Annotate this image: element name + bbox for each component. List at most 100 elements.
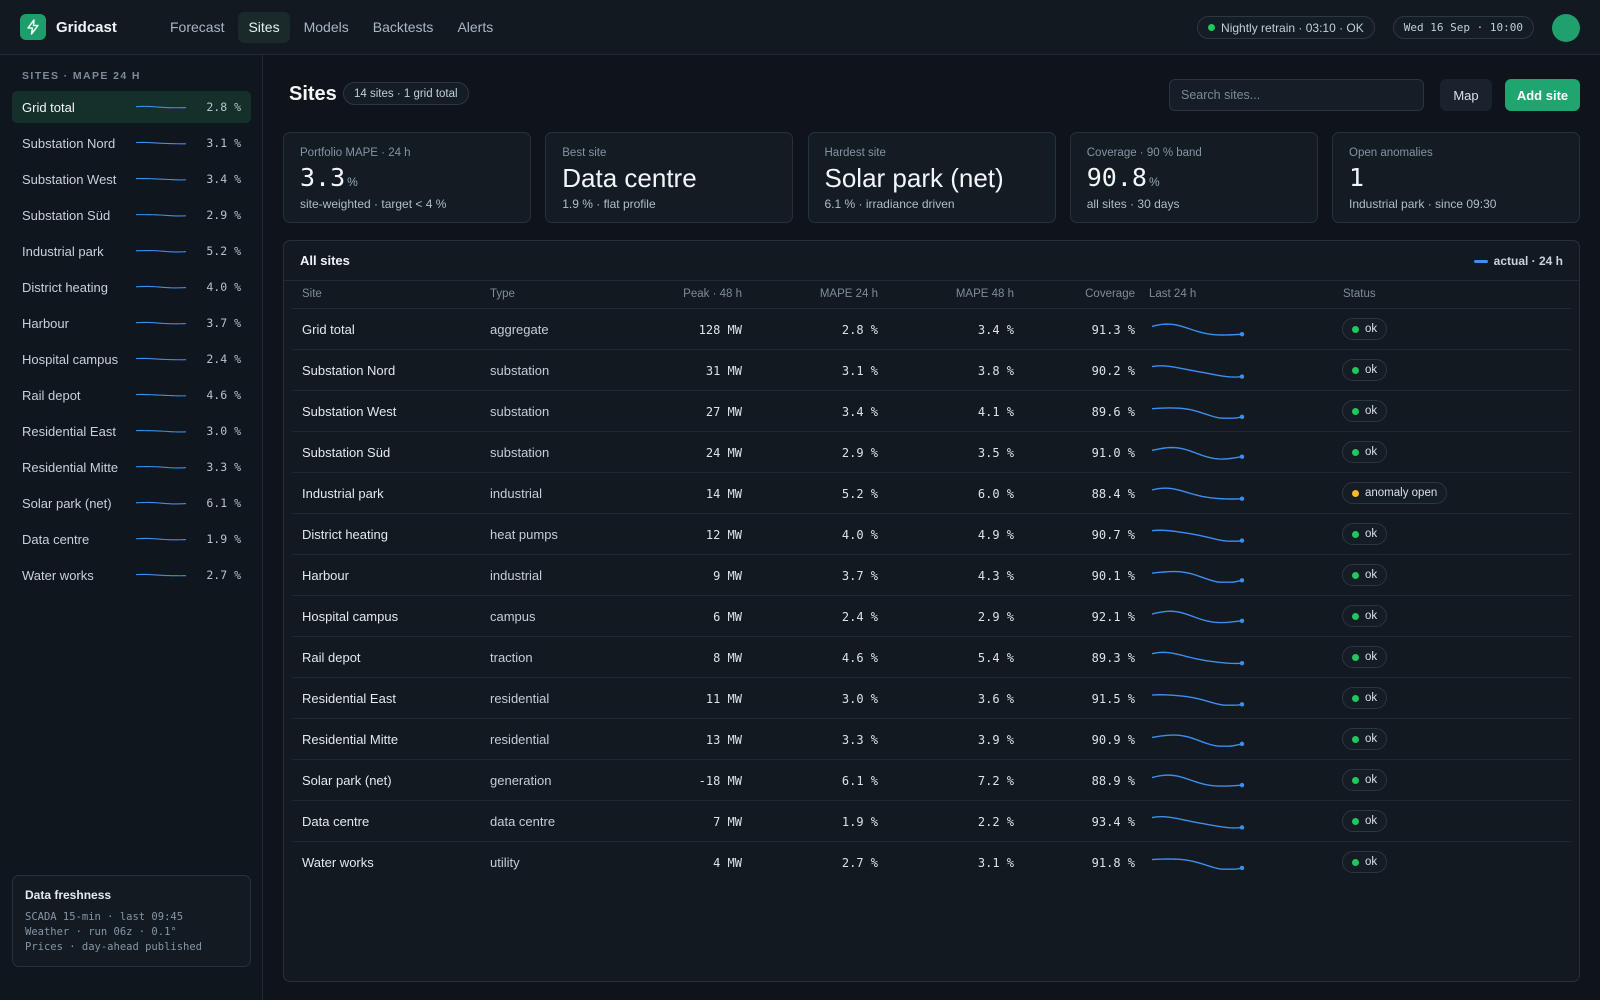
cell-mape24: 1.9 % — [841, 815, 878, 829]
cell-site[interactable]: Substation West — [302, 404, 397, 419]
sidebar-site-mape: 3.1 % — [206, 136, 241, 150]
cell-site[interactable]: Water works — [302, 855, 374, 870]
table-row[interactable]: Rail depot traction 8 MW 4.6 % 5.4 % 89.3 % ok — [292, 637, 1571, 678]
kpi-value: Data centre — [562, 163, 697, 193]
row-sparkline-end-dot — [1239, 865, 1245, 871]
cell-site[interactable]: Residential Mitte — [302, 732, 399, 747]
cell-mape48: 3.4 % — [977, 323, 1014, 337]
col-mape48[interactable]: MAPE 48 h — [955, 288, 1014, 300]
cell-site[interactable]: Grid total — [302, 322, 355, 337]
top-bar: Gridcast Forecast Sites Models Backtests… — [0, 0, 1600, 55]
sidebar-site-item[interactable]: Water works 2.7 % — [12, 559, 251, 591]
status-badge[interactable]: ok — [1342, 564, 1388, 586]
cell-site[interactable]: Rail depot — [302, 650, 361, 665]
status-badge[interactable]: ok — [1342, 523, 1388, 545]
nav-backtests[interactable]: Backtests — [372, 19, 434, 35]
sidebar-site-item[interactable]: Harbour 3.7 % — [12, 307, 251, 339]
sidebar-site-name: Harbour — [22, 315, 69, 331]
add-site-button[interactable]: Add site — [1505, 79, 1580, 111]
row-sparkline — [1151, 446, 1245, 460]
cell-type: substation — [490, 445, 550, 460]
status-dot-icon — [1352, 612, 1359, 620]
col-site[interactable]: Site — [302, 288, 322, 300]
table-row[interactable]: Substation West substation 27 MW 3.4 % 4.1 %… — [292, 391, 1571, 432]
table-row[interactable]: Industrial park industrial 14 MW 5.2 % 6.0 %… — [292, 473, 1571, 514]
status-badge[interactable]: ok — [1342, 851, 1388, 873]
avatar[interactable] — [1552, 13, 1580, 42]
table-row[interactable]: Residential Mitte residential 13 MW 3.3 % 3.… — [292, 719, 1571, 760]
cell-site[interactable]: Substation Nord — [302, 363, 396, 378]
table-row[interactable]: Residential East residential 11 MW 3.0 % 3.6… — [292, 678, 1571, 719]
sidebar-site-item[interactable]: Residential Mitte 3.3 % — [12, 451, 251, 483]
map-button[interactable]: Map — [1440, 79, 1492, 111]
sidebar-site-item[interactable]: Substation West 3.4 % — [12, 163, 251, 195]
table-row[interactable]: Hospital campus campus 6 MW 2.4 % 2.9 % 92.1 … — [292, 596, 1571, 637]
status-dot-icon — [1352, 735, 1359, 743]
cell-site[interactable]: Hospital campus — [302, 609, 399, 624]
sidebar-site-item[interactable]: Hospital campus 2.4 % — [12, 343, 251, 375]
table-row[interactable]: Grid total aggregate 128 MW 2.8 % 3.4 % 91.3 … — [292, 309, 1571, 350]
nav-sites[interactable]: Sites — [238, 11, 290, 43]
cell-site[interactable]: Substation Süd — [302, 445, 391, 460]
col-peak[interactable]: Peak · 48 h — [683, 288, 742, 300]
cell-site[interactable]: District heating — [302, 527, 388, 542]
status-text: ok — [1365, 446, 1378, 458]
cell-site[interactable]: Residential East — [302, 691, 396, 706]
cell-site[interactable]: Solar park (net) — [302, 773, 392, 788]
status-dot-icon — [1352, 530, 1359, 538]
sidebar-site-item[interactable]: Solar park (net) 6.1 % — [12, 487, 251, 519]
cell-mape48: 2.2 % — [977, 815, 1014, 829]
col-type[interactable]: Type — [490, 288, 515, 300]
status-badge[interactable]: anomaly open — [1342, 482, 1448, 504]
sidebar-sparkline — [135, 285, 187, 289]
table-row[interactable]: Harbour industrial 9 MW 3.7 % 4.3 % 90.1 % ok — [292, 555, 1571, 596]
status-badge[interactable]: ok — [1342, 400, 1388, 422]
status-badge[interactable]: ok — [1342, 728, 1388, 750]
status-badge[interactable]: ok — [1342, 441, 1388, 463]
search-input[interactable] — [1169, 79, 1424, 111]
freshness-line: SCADA 15-min · last 09:45 — [25, 911, 184, 923]
sidebar-site-item[interactable]: Substation Nord 3.1 % — [12, 127, 251, 159]
sidebar-site-item[interactable]: Industrial park 5.2 % — [12, 235, 251, 267]
retrain-status-pill[interactable]: Nightly retrain · 03:10 · OK — [1197, 16, 1375, 39]
status-badge[interactable]: ok — [1342, 318, 1388, 340]
row-sparkline-path — [1151, 815, 1243, 829]
table-row[interactable]: Substation Nord substation 31 MW 3.1 % 3.8 %… — [292, 350, 1571, 391]
status-badge[interactable]: ok — [1342, 810, 1388, 832]
col-coverage[interactable]: Coverage — [1085, 288, 1135, 300]
sidebar-sparkline-path — [135, 141, 187, 145]
cell-site[interactable]: Harbour — [302, 568, 349, 583]
nav-models[interactable]: Models — [303, 19, 349, 35]
cell-site[interactable]: Data centre — [302, 814, 370, 829]
status-badge[interactable]: ok — [1342, 605, 1388, 627]
sidebar-site-item[interactable]: Rail depot 4.6 % — [12, 379, 251, 411]
status-badge[interactable]: ok — [1342, 769, 1388, 791]
table-row[interactable]: District heating heat pumps 12 MW 4.0 % 4.9 … — [292, 514, 1571, 555]
sidebar-site-item[interactable]: District heating 4.0 % — [12, 271, 251, 303]
cell-type: heat pumps — [490, 527, 558, 542]
sidebar-site-item[interactable]: Data centre 1.9 % — [12, 523, 251, 555]
status-text: ok — [1365, 774, 1378, 786]
brand[interactable]: Gridcast — [20, 14, 140, 40]
table-row[interactable]: Substation Süd substation 24 MW 2.9 % 3.5 % 9… — [292, 432, 1571, 473]
sidebar-site-item[interactable]: Grid total 2.8 % — [12, 91, 251, 123]
sidebar-site-mape: 3.4 % — [206, 172, 241, 186]
status-dot-icon — [1352, 817, 1359, 825]
nav-forecast[interactable]: Forecast — [170, 19, 225, 35]
cell-type: residential — [490, 691, 550, 706]
col-mape24[interactable]: MAPE 24 h — [819, 288, 878, 300]
status-badge[interactable]: ok — [1342, 646, 1388, 668]
table-row[interactable]: Water works utility 4 MW 2.7 % 3.1 % 91.8 % ok — [292, 842, 1571, 883]
status-badge[interactable]: ok — [1342, 359, 1388, 381]
sidebar-site-item[interactable]: Substation Süd 2.9 % — [12, 199, 251, 231]
sidebar-site-mape: 3.0 % — [206, 424, 241, 438]
table-row[interactable]: Solar park (net) generation -18 MW 6.1 % 7.2… — [292, 760, 1571, 801]
sidebar-site-mape: 3.7 % — [206, 316, 241, 330]
col-status[interactable]: Status — [1343, 288, 1376, 300]
sidebar-site-item[interactable]: Residential East 3.0 % — [12, 415, 251, 447]
status-badge[interactable]: ok — [1342, 687, 1388, 709]
table-row[interactable]: Data centre data centre 7 MW 1.9 % 2.2 % 93.4… — [292, 801, 1571, 842]
row-sparkline — [1151, 694, 1245, 707]
nav-alerts[interactable]: Alerts — [457, 19, 494, 35]
cell-site[interactable]: Industrial park — [302, 486, 384, 501]
